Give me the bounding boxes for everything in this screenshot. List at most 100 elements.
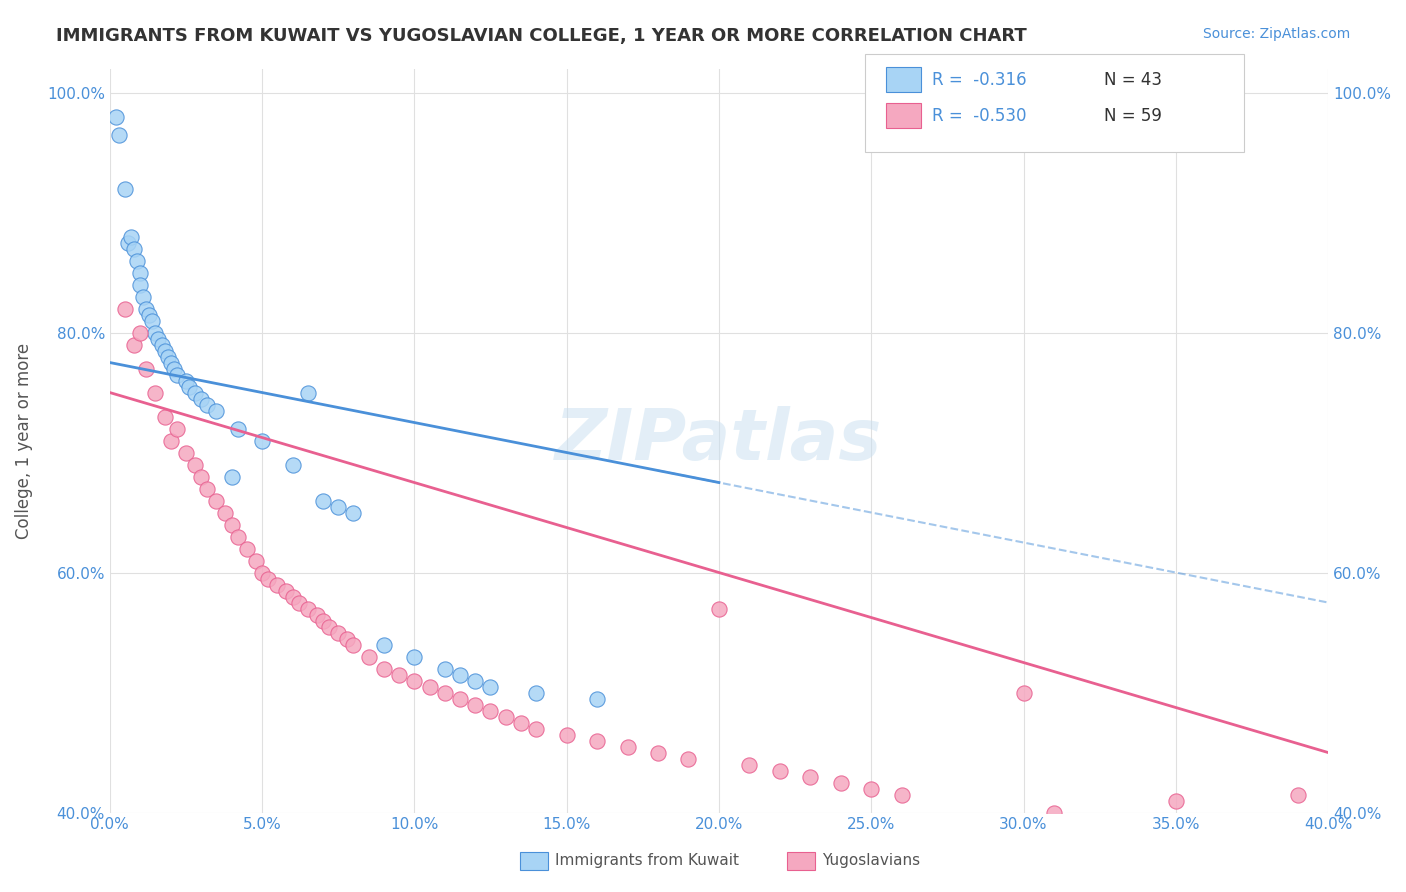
Point [328,500,350,514]
Point [117,235,139,250]
Point [129,277,152,292]
Point [373,638,395,652]
Point [250,434,273,448]
Point [305,607,328,622]
Point [104,110,127,124]
Point [449,667,471,681]
Text: N = 43: N = 43 [1104,71,1161,89]
Point [148,332,170,346]
Point [226,529,249,543]
Point [138,308,160,322]
Point [860,781,883,796]
Point [281,590,304,604]
Point [159,434,181,448]
Point [510,715,533,730]
Point [297,385,319,400]
Point [184,385,207,400]
Point [245,553,267,567]
Point [153,343,176,358]
Point [153,409,176,424]
Point [312,493,335,508]
Point [433,661,456,675]
Point [159,355,181,369]
Point [205,403,228,417]
Point [114,181,136,195]
Point [156,350,179,364]
Point [479,704,502,718]
Point [122,337,145,351]
Point [586,691,609,706]
Point [342,506,364,520]
Point [464,698,486,712]
Point [479,680,502,694]
Point [195,482,218,496]
Point [214,506,236,520]
Text: R =  -0.530: R = -0.530 [932,107,1026,125]
Text: R =  -0.316: R = -0.316 [932,71,1026,89]
Point [145,326,167,340]
Point [221,469,243,483]
Point [184,458,207,472]
Point [163,361,186,376]
Point [287,595,309,609]
Text: N = 59: N = 59 [1104,107,1161,125]
Point [890,788,912,802]
Point [221,517,243,532]
Point [524,722,547,736]
Point [707,601,730,615]
Point [419,680,441,694]
Point [312,614,335,628]
Point [1164,793,1187,807]
Point [129,326,152,340]
Point [114,301,136,316]
Point [120,229,142,244]
Point [129,266,152,280]
Point [1043,805,1066,820]
Point [318,619,340,633]
Point [678,751,700,765]
Point [830,775,852,789]
Text: Yugoslavians: Yugoslavians [823,854,921,868]
Point [141,313,163,327]
Point [135,301,157,316]
Point [616,739,638,754]
Point [122,242,145,256]
Text: ZIPatlas: ZIPatlas [555,406,883,475]
Point [495,709,517,723]
Text: IMMIGRANTS FROM KUWAIT VS YUGOSLAVIAN COLLEGE, 1 YEAR OR MORE CORRELATION CHART: IMMIGRANTS FROM KUWAIT VS YUGOSLAVIAN CO… [56,27,1026,45]
Point [281,458,304,472]
Point [297,601,319,615]
Point [738,757,761,772]
Point [276,583,298,598]
Point [135,361,157,376]
Point [1286,788,1309,802]
Point [586,733,609,747]
Point [647,746,669,760]
Point [190,469,212,483]
Point [1012,685,1035,699]
Point [166,368,188,382]
Point [250,566,273,580]
Point [190,392,212,406]
Point [108,128,131,142]
Point [328,625,350,640]
Point [555,727,578,741]
Point [145,385,167,400]
Point [205,493,228,508]
Text: Source: ZipAtlas.com: Source: ZipAtlas.com [1202,27,1350,41]
Point [174,374,197,388]
Point [336,632,359,646]
Y-axis label: College, 1 year or more: College, 1 year or more [15,343,32,539]
Point [388,667,411,681]
Point [195,398,218,412]
Point [464,673,486,688]
Point [166,421,188,435]
Point [257,572,280,586]
Point [174,445,197,459]
Point [799,770,821,784]
Text: Immigrants from Kuwait: Immigrants from Kuwait [555,854,740,868]
Point [342,638,364,652]
Point [132,289,155,303]
Point [150,337,173,351]
Point [449,691,471,706]
